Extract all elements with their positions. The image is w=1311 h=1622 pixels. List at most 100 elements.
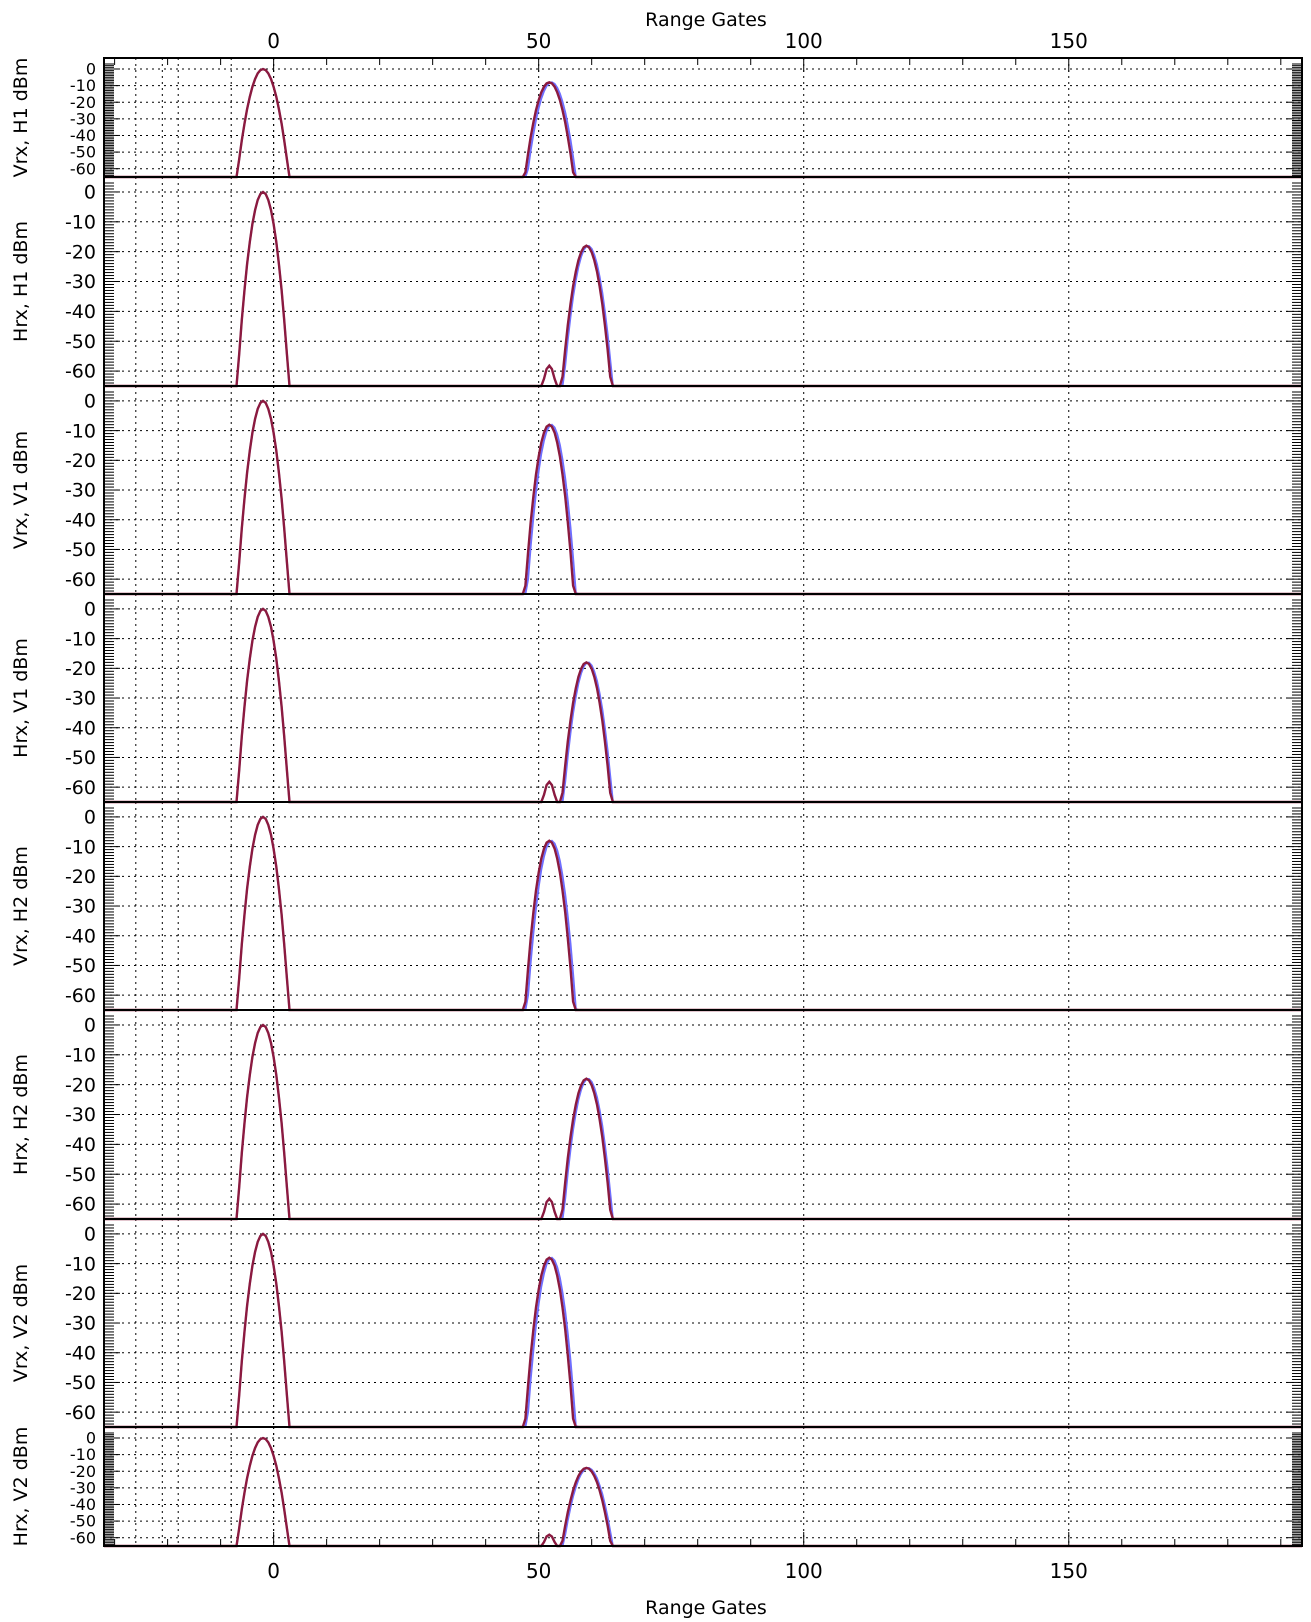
series-b-line (104, 190, 1302, 388)
y-tick-label: 0 (84, 391, 96, 413)
grid-layer (104, 58, 1302, 1546)
y-tick-label: -10 (65, 836, 96, 858)
y-tick-label: 0 (84, 807, 96, 829)
y-tick-label: -20 (65, 866, 96, 888)
series-a-line (104, 67, 1302, 178)
y-tick-label: -40 (65, 717, 96, 739)
x-tick-label-top: 0 (267, 29, 280, 53)
y-tick-label: -10 (65, 420, 96, 442)
series-a-line (104, 815, 1302, 1011)
y-tick-label: 0 (84, 1224, 96, 1246)
y-tick-label: -60 (65, 361, 96, 383)
y-tick-label: -60 (65, 569, 96, 591)
y-tick-label: -60 (70, 1528, 96, 1547)
y-tick-label: -50 (65, 539, 96, 561)
frame-layer (103, 57, 1303, 1547)
y-tick-label: -20 (65, 450, 96, 472)
x-tick-label-top: 100 (785, 29, 823, 53)
y-tick-label: -50 (65, 331, 96, 353)
y-tick-label: -20 (65, 1283, 96, 1305)
y-tick-label: -40 (65, 509, 96, 531)
y-tick-label: -50 (65, 955, 96, 977)
panel-ylabel: Hrx, H2 dBm (10, 1054, 32, 1175)
series-b-line (104, 399, 1302, 596)
x-tick-label-bottom: 0 (267, 1559, 280, 1583)
label-layer: Range Gates Range Gates 0-10-20-30-40-50… (10, 9, 1088, 1619)
tick-layer (104, 58, 1302, 1547)
y-tick-label: -60 (65, 1194, 96, 1216)
panel-ylabel: Hrx, H1 dBm (10, 221, 32, 342)
y-tick-label: -50 (65, 1372, 96, 1394)
y-tick-label: -40 (65, 301, 96, 323)
series-layer (104, 67, 1302, 1548)
panel-frame (103, 176, 1303, 387)
y-tick-label: 0 (84, 599, 96, 621)
x-tick-label-bottom: 150 (1050, 1559, 1088, 1583)
y-tick-label: -40 (65, 925, 96, 947)
y-tick-label: -60 (70, 159, 96, 178)
y-tick-label: -40 (65, 1342, 96, 1364)
y-tick-label: -50 (70, 143, 96, 162)
y-tick-label: -30 (65, 1313, 96, 1335)
y-tick-label: -10 (65, 211, 96, 233)
y-tick-label: -50 (65, 1164, 96, 1186)
series-b-line (104, 815, 1302, 1012)
y-tick-label: -30 (65, 688, 96, 710)
y-tick-label: -10 (65, 1044, 96, 1066)
y-tick-label: -30 (65, 480, 96, 502)
panel-frame (103, 1009, 1303, 1220)
panel-ylabel: Vrx, V2 dBm (10, 1264, 32, 1382)
series-b-line (104, 607, 1302, 804)
x-tick-label-top: 150 (1050, 29, 1088, 53)
y-tick-label: -20 (70, 1462, 96, 1481)
y-tick-label: -40 (70, 1495, 96, 1514)
panel-ylabel: Hrx, V1 dBm (10, 638, 32, 758)
series-a-line (104, 1436, 1302, 1547)
y-tick-label: -20 (65, 241, 96, 263)
y-tick-label: -10 (70, 1445, 96, 1464)
series-a-line (104, 399, 1302, 595)
panel-frame (103, 1218, 1303, 1428)
y-tick-label: -60 (65, 1402, 96, 1424)
series-b-line (104, 1436, 1302, 1548)
x-tick-label-top: 50 (526, 29, 551, 53)
y-tick-label: -10 (70, 76, 96, 95)
series-b-line (104, 1023, 1302, 1221)
y-tick-label: 0 (86, 1429, 96, 1448)
panel-ylabel: Hrx, V2 dBm (10, 1427, 32, 1547)
panel-ylabel: Vrx, H2 dBm (10, 846, 32, 966)
series-a-line (104, 1023, 1302, 1220)
x-tick-label-bottom: 100 (785, 1559, 823, 1583)
y-tick-label: -50 (65, 747, 96, 769)
y-tick-label: -10 (65, 628, 96, 650)
panel-frame (103, 385, 1303, 595)
y-tick-label: -20 (65, 658, 96, 680)
y-tick-label: -30 (65, 271, 96, 293)
x-axis-label-top: Range Gates (645, 9, 767, 31)
panel-frame (103, 57, 1303, 178)
y-tick-label: -30 (65, 1104, 96, 1126)
panel-frame (103, 593, 1303, 803)
y-tick-label: -40 (70, 126, 96, 145)
series-b-line (104, 1232, 1302, 1429)
y-tick-label: -30 (70, 1478, 96, 1497)
x-axis-label-bottom: Range Gates (645, 1597, 767, 1619)
y-tick-label: -30 (65, 896, 96, 918)
y-tick-label: -30 (70, 109, 96, 128)
x-tick-label-bottom: 50 (526, 1559, 551, 1583)
panel-frame (103, 801, 1303, 1011)
series-a-line (104, 1232, 1302, 1428)
y-tick-label: 0 (84, 182, 96, 204)
y-tick-label: -20 (70, 93, 96, 112)
panel-frame (103, 1426, 1303, 1547)
y-tick-label: -10 (65, 1253, 96, 1275)
y-tick-label: 0 (86, 60, 96, 79)
y-tick-label: -40 (65, 1134, 96, 1156)
series-a-line (104, 190, 1302, 387)
series-a-line (104, 607, 1302, 803)
y-tick-label: -50 (70, 1512, 96, 1531)
series-b-line (104, 67, 1302, 179)
y-tick-label: -20 (65, 1074, 96, 1096)
y-tick-label: -60 (65, 985, 96, 1007)
